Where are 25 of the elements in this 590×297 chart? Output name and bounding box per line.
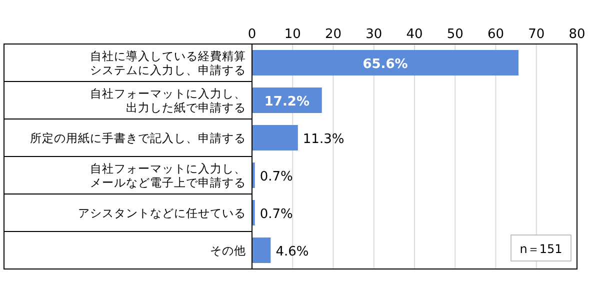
x-tick-label: 80 xyxy=(568,27,586,42)
bar xyxy=(252,238,271,263)
y-tick-label: 自社フォーマットに入力し、出力した紙で申請する xyxy=(90,86,246,114)
x-tick-label: 70 xyxy=(528,27,545,42)
y-tick-label: 自社フォーマットに入力し、メールなど電子上で申請する xyxy=(90,161,246,190)
y-tick-label: その他 xyxy=(210,243,246,258)
data-label: 65.6% xyxy=(362,56,408,72)
x-tick-label: 40 xyxy=(406,27,423,42)
bar xyxy=(252,125,298,150)
data-label: 0.7% xyxy=(260,206,293,222)
y-tick-label: アシスタントなどに任せている xyxy=(78,206,246,220)
data-label: 0.7% xyxy=(260,169,293,184)
y-tick-label: 所定の用紙に手書きで記入し、申請する xyxy=(30,130,246,145)
data-label: 17.2% xyxy=(264,94,310,110)
data-label: 4.6% xyxy=(276,244,309,260)
x-tick-label: 30 xyxy=(366,27,382,42)
x-tick-label: 50 xyxy=(446,27,464,42)
bar xyxy=(252,50,518,76)
x-tick-label: 10 xyxy=(284,27,301,42)
y-tick-label: 自社に導入している経費精算システムに入力し、申請する xyxy=(90,48,246,77)
annotation: n＝151 xyxy=(520,242,562,256)
x-tick-label: 0 xyxy=(248,27,256,42)
x-tick-label: 20 xyxy=(324,27,342,42)
x-tick-label: 60 xyxy=(487,27,504,42)
data-label: 11.3% xyxy=(302,132,344,147)
